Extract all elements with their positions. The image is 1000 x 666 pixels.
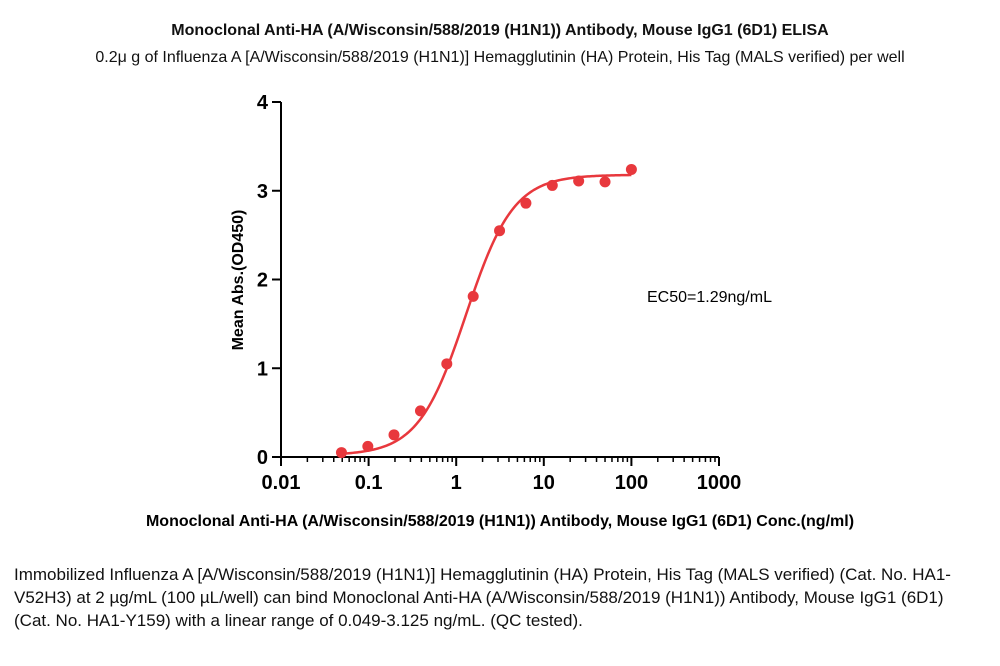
data-point xyxy=(494,225,506,237)
data-point xyxy=(335,447,347,459)
data-point xyxy=(625,163,637,175)
chart-subtitle: 0.2μ g of Influenza A [A/Wisconsin/588/2… xyxy=(95,49,905,66)
x-tick-label: 0.01 xyxy=(262,472,301,494)
chart-title: Monoclonal Anti-HA (A/Wisconsin/588/2019… xyxy=(171,22,829,39)
data-point xyxy=(520,197,532,209)
ec50-annotation: EC50=1.29ng/mL xyxy=(647,289,772,306)
x-tick-label: 10 xyxy=(533,472,555,494)
y-tick-label: 3 xyxy=(257,181,268,203)
figure-caption: Immobilized Influenza A [A/Wisconsin/588… xyxy=(14,565,951,630)
y-axis-title: Mean Abs.(OD450) xyxy=(230,210,247,351)
fit-curve xyxy=(341,173,632,455)
x-tick-label: 1 xyxy=(451,472,462,494)
x-axis-title: Monoclonal Anti-HA (A/Wisconsin/588/2019… xyxy=(146,513,854,530)
data-point xyxy=(573,175,585,187)
x-tick-label: 100 xyxy=(615,472,648,494)
x-tick-label: 1000 xyxy=(697,472,742,494)
y-tick-label: 0 xyxy=(257,447,268,469)
data-point xyxy=(599,176,611,188)
data-point xyxy=(441,358,453,370)
x-tick-label: 0.1 xyxy=(355,472,383,494)
data-point xyxy=(467,290,479,302)
data-point xyxy=(546,179,558,191)
data-point xyxy=(414,405,426,417)
y-tick-label: 2 xyxy=(257,270,268,292)
y-tick-label: 1 xyxy=(257,358,268,380)
data-point xyxy=(388,429,400,441)
chart-axes: 0 1 2 3 4 0.01 0.1 1 10 100 1000 xyxy=(257,92,741,494)
data-points xyxy=(335,163,637,459)
data-point xyxy=(362,440,374,452)
y-tick-label: 4 xyxy=(257,92,269,114)
